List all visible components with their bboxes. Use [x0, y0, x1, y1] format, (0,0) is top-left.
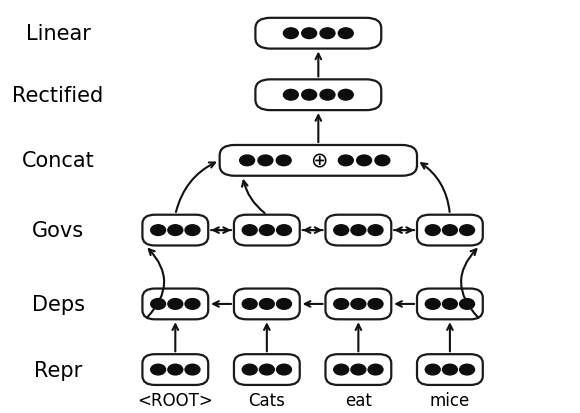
Text: Govs: Govs [32, 221, 84, 240]
Circle shape [425, 225, 440, 236]
Circle shape [284, 29, 298, 39]
FancyBboxPatch shape [143, 289, 208, 320]
Circle shape [276, 156, 291, 166]
FancyBboxPatch shape [417, 354, 483, 385]
Text: $\oplus$: $\oplus$ [310, 151, 327, 171]
Circle shape [277, 299, 291, 309]
Circle shape [351, 225, 366, 236]
Circle shape [459, 299, 474, 309]
Text: Cats: Cats [248, 392, 285, 409]
FancyBboxPatch shape [325, 215, 392, 246]
FancyBboxPatch shape [220, 146, 417, 176]
Circle shape [242, 364, 257, 375]
Circle shape [459, 364, 474, 375]
Circle shape [334, 364, 349, 375]
Circle shape [443, 225, 458, 236]
Text: Linear: Linear [26, 24, 90, 44]
Circle shape [242, 225, 257, 236]
Circle shape [259, 364, 274, 375]
Circle shape [334, 299, 349, 309]
Circle shape [320, 90, 335, 101]
FancyBboxPatch shape [325, 289, 392, 320]
Text: Concat: Concat [21, 151, 95, 171]
Circle shape [375, 156, 390, 166]
Circle shape [168, 299, 183, 309]
FancyBboxPatch shape [143, 215, 208, 246]
Circle shape [258, 156, 273, 166]
Circle shape [459, 225, 474, 236]
FancyBboxPatch shape [234, 354, 300, 385]
Circle shape [320, 29, 335, 39]
Circle shape [259, 299, 274, 309]
Circle shape [302, 29, 317, 39]
Circle shape [242, 299, 257, 309]
Circle shape [168, 225, 183, 236]
Text: Repr: Repr [34, 360, 82, 380]
Circle shape [443, 364, 458, 375]
Circle shape [259, 225, 274, 236]
FancyBboxPatch shape [255, 19, 381, 50]
Circle shape [185, 299, 200, 309]
Circle shape [151, 364, 165, 375]
Circle shape [443, 299, 458, 309]
Circle shape [357, 156, 372, 166]
FancyBboxPatch shape [234, 289, 300, 320]
Circle shape [151, 299, 165, 309]
Circle shape [277, 364, 291, 375]
Text: eat: eat [345, 392, 372, 409]
Circle shape [368, 299, 383, 309]
Circle shape [368, 225, 383, 236]
Text: Rectified: Rectified [12, 85, 104, 105]
Circle shape [338, 90, 353, 101]
FancyBboxPatch shape [325, 354, 392, 385]
Circle shape [351, 364, 366, 375]
Circle shape [168, 364, 183, 375]
Circle shape [240, 156, 255, 166]
Circle shape [277, 225, 291, 236]
Circle shape [151, 225, 165, 236]
Circle shape [284, 90, 298, 101]
FancyBboxPatch shape [143, 354, 208, 385]
Circle shape [338, 29, 353, 39]
Circle shape [425, 299, 440, 309]
Text: <ROOT>: <ROOT> [137, 392, 213, 409]
FancyBboxPatch shape [417, 289, 483, 320]
FancyBboxPatch shape [255, 80, 381, 111]
Circle shape [334, 225, 349, 236]
Text: mice: mice [430, 392, 470, 409]
Circle shape [185, 364, 200, 375]
Text: Deps: Deps [31, 294, 85, 314]
Circle shape [368, 364, 383, 375]
Circle shape [425, 364, 440, 375]
Circle shape [338, 156, 353, 166]
Circle shape [185, 225, 200, 236]
FancyBboxPatch shape [417, 215, 483, 246]
FancyBboxPatch shape [234, 215, 300, 246]
Circle shape [302, 90, 317, 101]
Circle shape [351, 299, 366, 309]
